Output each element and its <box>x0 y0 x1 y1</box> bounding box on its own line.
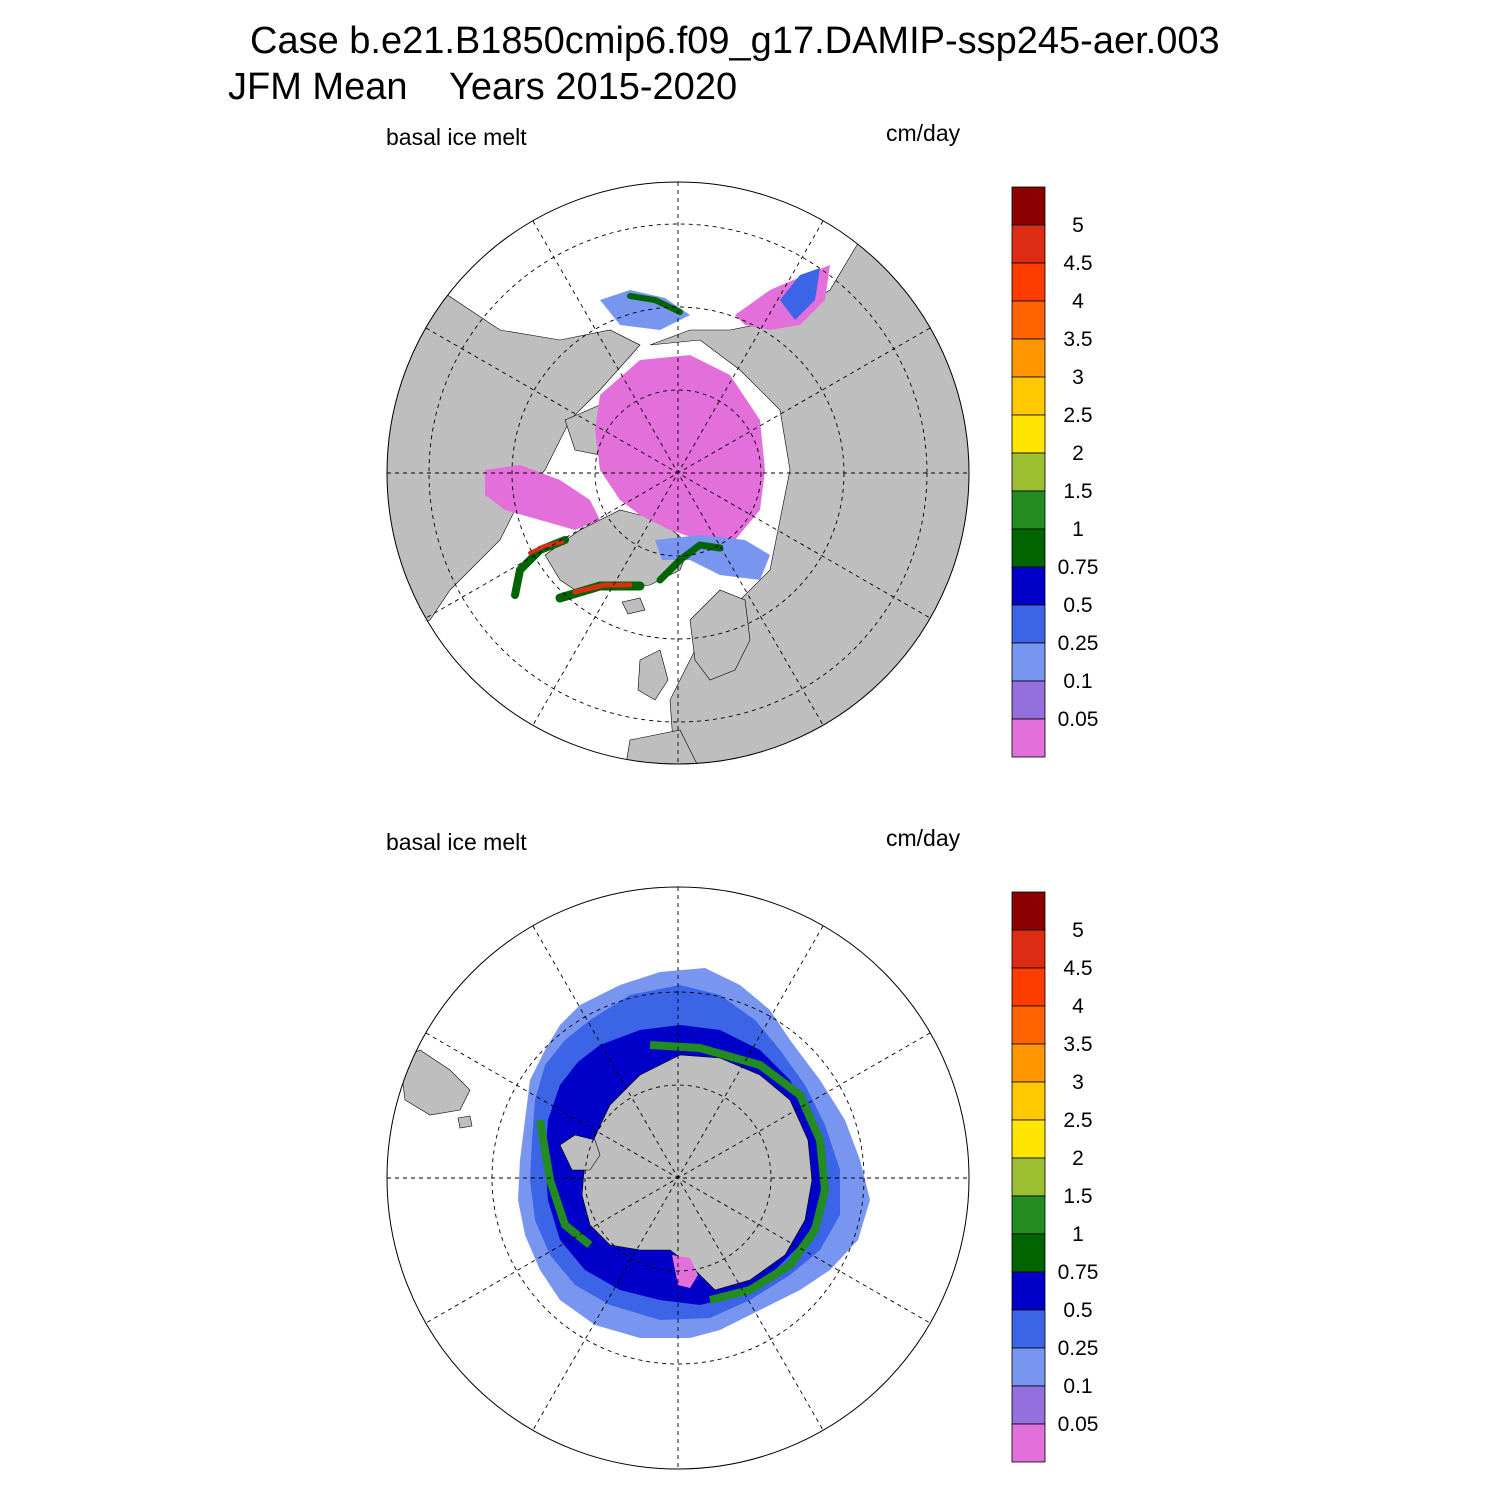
south-polar-map <box>386 886 970 1470</box>
south-colorbar-tick-label: 5 <box>1072 919 1084 942</box>
north-colorbar-tick-label: 4.5 <box>1063 252 1092 275</box>
north-colorbar-box <box>1011 186 1046 226</box>
south-colorbar-box <box>1011 967 1046 1007</box>
north-field-label: basal ice melt <box>386 124 527 150</box>
south-colorbar-tick-label: 2 <box>1072 1147 1084 1170</box>
south-colorbar-box <box>1011 1385 1046 1425</box>
north-colorbar-box <box>1011 338 1046 378</box>
south-colorbar-tick-label: 0.05 <box>1058 1413 1099 1436</box>
south-colorbar-box <box>1011 1271 1046 1311</box>
south-land-south-america <box>399 1049 471 1116</box>
south-antarctic-peninsula <box>559 1134 601 1171</box>
north-colorbar-tick-label: 3.5 <box>1063 328 1092 351</box>
south-colorbar-box <box>1011 1195 1046 1235</box>
north-colorbar-box <box>1011 528 1046 568</box>
north-colorbar-box <box>1011 642 1046 682</box>
north-land-north-america <box>387 289 641 641</box>
north-colorbar-box <box>1011 452 1046 492</box>
south-colorbar-box <box>1011 1347 1046 1387</box>
south-colorbar-tick-label: 3.5 <box>1063 1033 1092 1056</box>
north-colorbar-tick-label: 0.75 <box>1058 556 1099 579</box>
north-land-greenland <box>544 509 691 591</box>
north-ice-labrador-red <box>528 540 564 555</box>
south-colorbar-box <box>1011 1157 1046 1197</box>
north-land-british-isles <box>637 649 669 701</box>
north-colorbar-tick-label: 3 <box>1072 366 1084 389</box>
north-colorbar-tick-label: 4 <box>1072 290 1084 313</box>
south-colorbar-tick-label: 3 <box>1072 1071 1084 1094</box>
south-colorbar: 5 4.5 4 3.5 3 2.5 2 1.5 1 0.75 0.5 0.25 0.1 0.05 <box>1011 891 1099 1463</box>
north-colorbar-tick-label: 2.5 <box>1063 404 1092 427</box>
south-colorbar-box <box>1011 1423 1046 1463</box>
north-polar-map <box>386 181 970 765</box>
north-ice-bering <box>600 290 690 330</box>
north-ice-barents <box>655 535 770 580</box>
south-units-label: cm/day <box>886 825 961 851</box>
north-units-label: cm/day <box>886 120 961 146</box>
north-colorbar-tick-label: 0.05 <box>1058 708 1099 731</box>
figure-title-line-2: JFM Mean Years 2015-2020 <box>228 66 738 108</box>
north-colorbar-tick-label: 1.5 <box>1063 480 1092 503</box>
north-land-scandinavia <box>689 589 751 681</box>
north-ice-hudson-bay <box>485 465 600 530</box>
north-colorbar-tick-label: 0.1 <box>1063 670 1092 693</box>
south-colorbar-box <box>1011 891 1046 931</box>
south-colorbar-tick-label: 0.1 <box>1063 1375 1092 1398</box>
north-map-border <box>386 181 970 765</box>
south-colorbar-tick-label: 2.5 <box>1063 1109 1092 1132</box>
north-colorbar-tick-label: 5 <box>1072 214 1084 237</box>
south-map-border <box>386 886 970 1470</box>
south-colorbar-tick-label: 4 <box>1072 995 1084 1018</box>
north-colorbar-box <box>1011 490 1046 530</box>
south-ice-coastal-green <box>536 1041 830 1304</box>
north-colorbar-tick-label: 1 <box>1072 518 1084 541</box>
north-ice-barents-edge <box>656 541 724 584</box>
north-ice-greenland-sea-red <box>572 582 633 595</box>
north-colorbar-tick-label: 0.25 <box>1058 632 1099 655</box>
south-colorbar-tick-label: 0.5 <box>1063 1299 1092 1322</box>
south-land-falklands <box>457 1115 473 1129</box>
south-colorbar-box <box>1011 929 1046 969</box>
south-colorbar-tick-label: 4.5 <box>1063 957 1092 980</box>
south-ice-weddell-pink <box>672 1255 698 1288</box>
south-colorbar-tick-label: 1 <box>1072 1223 1084 1246</box>
south-colorbar-tick-label: 1.5 <box>1063 1185 1092 1208</box>
south-graticule <box>387 887 969 1469</box>
north-graticule <box>387 182 969 764</box>
south-colorbar-box <box>1011 1005 1046 1045</box>
north-colorbar-box <box>1011 680 1046 720</box>
north-ice-central-arctic <box>595 355 765 540</box>
north-land-iceland <box>621 597 646 615</box>
north-colorbar-box <box>1011 414 1046 454</box>
south-colorbar-tick-label: 0.25 <box>1058 1337 1099 1360</box>
north-colorbar-tick-label: 0.5 <box>1063 594 1092 617</box>
figure-title-line-1: Case b.e21.B1850cmip6.f09_g17.DAMIP-ssp2… <box>250 20 1220 62</box>
north-colorbar-box <box>1011 300 1046 340</box>
south-colorbar-box <box>1011 1081 1046 1121</box>
north-colorbar-box <box>1011 262 1046 302</box>
north-colorbar-tick-label: 2 <box>1072 442 1084 465</box>
south-colorbar-box <box>1011 1233 1046 1273</box>
north-colorbar-box <box>1011 604 1046 644</box>
south-colorbar-box <box>1011 1119 1046 1159</box>
north-colorbar: 5 4.5 4 3.5 3 2.5 2 1.5 1 0.75 0.5 0.25 0.1 0.05 <box>1011 186 1099 758</box>
south-colorbar-tick-label: 0.75 <box>1058 1261 1099 1284</box>
north-colorbar-box <box>1011 718 1046 758</box>
north-colorbar-box <box>1011 224 1046 264</box>
north-ice-okhotsk-blue <box>780 268 820 320</box>
north-colorbar-box <box>1011 566 1046 606</box>
south-colorbar-box <box>1011 1043 1046 1083</box>
south-field-label: basal ice melt <box>386 829 527 855</box>
north-ice-bering-edge <box>627 293 683 315</box>
north-colorbar-box <box>1011 376 1046 416</box>
south-colorbar-box <box>1011 1309 1046 1349</box>
